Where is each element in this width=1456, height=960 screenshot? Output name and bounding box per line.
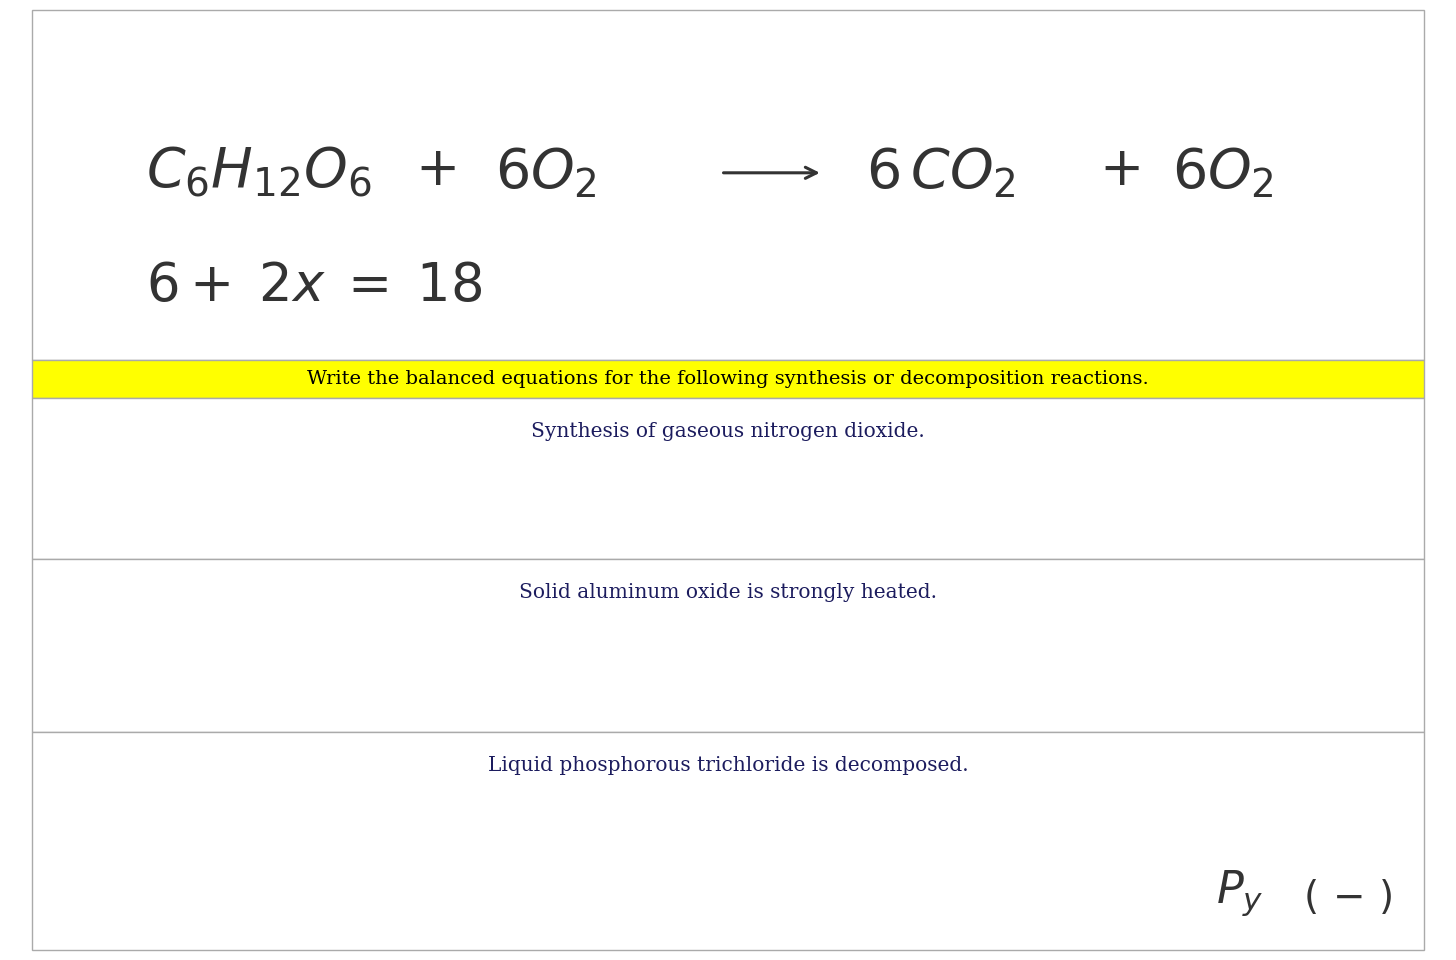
Text: $6\,CO_2$: $6\,CO_2$ xyxy=(866,146,1016,200)
Text: $6O_2$: $6O_2$ xyxy=(495,146,597,200)
Text: Synthesis of gaseous nitrogen dioxide.: Synthesis of gaseous nitrogen dioxide. xyxy=(531,422,925,442)
Text: $6O_2$: $6O_2$ xyxy=(1172,146,1274,200)
Text: $C_6H_{12}O_6$: $C_6H_{12}O_6$ xyxy=(146,146,371,200)
FancyBboxPatch shape xyxy=(32,732,1424,950)
Text: Liquid phosphorous trichloride is decomposed.: Liquid phosphorous trichloride is decomp… xyxy=(488,756,968,775)
Text: $P_y$: $P_y$ xyxy=(1216,868,1264,918)
FancyBboxPatch shape xyxy=(32,398,1424,559)
Text: Write the balanced equations for the following synthesis or decomposition reacti: Write the balanced equations for the fol… xyxy=(307,371,1149,388)
Text: $(\,-\,)$: $(\,-\,)$ xyxy=(1303,878,1392,917)
Text: $+$: $+$ xyxy=(1099,148,1140,198)
FancyBboxPatch shape xyxy=(32,559,1424,732)
Text: Solid aluminum oxide is strongly heated.: Solid aluminum oxide is strongly heated. xyxy=(518,583,938,602)
FancyBboxPatch shape xyxy=(32,10,1424,360)
Text: $+$: $+$ xyxy=(415,148,456,198)
FancyBboxPatch shape xyxy=(32,360,1424,398)
Text: $6+\;2x\;=\;18$: $6+\;2x\;=\;18$ xyxy=(146,264,482,312)
